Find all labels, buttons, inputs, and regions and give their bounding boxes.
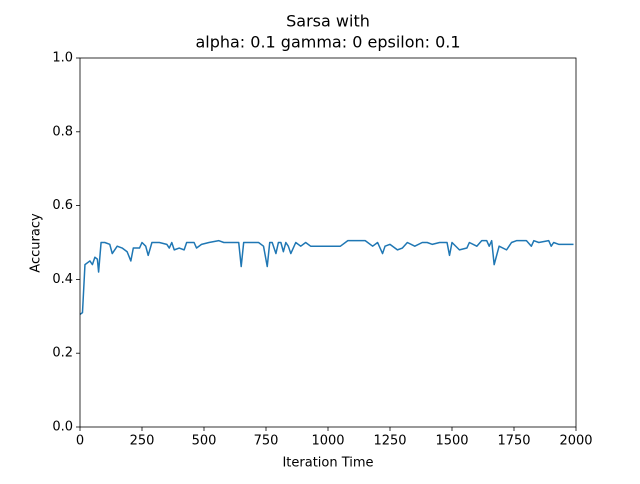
x-tick-label: 1250 [373,434,406,449]
x-tick-label: 0 [76,434,84,449]
y-tick-label: 0.4 [52,272,73,287]
y-axis-label: Accuracy [29,213,44,273]
chart-subtitle: alpha: 0.1 gamma: 0 epsilon: 0.1 [195,33,460,52]
data-line [79,239,574,316]
x-axis-label: Iteration Time [282,456,373,471]
y-tick-label: 0.0 [52,420,73,435]
y-tick-label: 1.0 [52,51,73,66]
y-tick-label: 0.2 [52,346,73,361]
y-tick-label: 0.6 [52,198,73,213]
x-tick-label: 2000 [559,434,592,449]
y-tick-label: 0.8 [52,124,73,139]
x-tick-label: 1500 [435,434,468,449]
x-tick-label: 1000 [311,434,344,449]
x-tick-label: 750 [254,434,279,449]
chart-title: Sarsa with [286,12,370,31]
x-tick-label: 1750 [497,434,530,449]
plot-frame [79,57,577,428]
x-tick-label: 250 [130,434,155,449]
x-tick-label: 500 [192,434,217,449]
